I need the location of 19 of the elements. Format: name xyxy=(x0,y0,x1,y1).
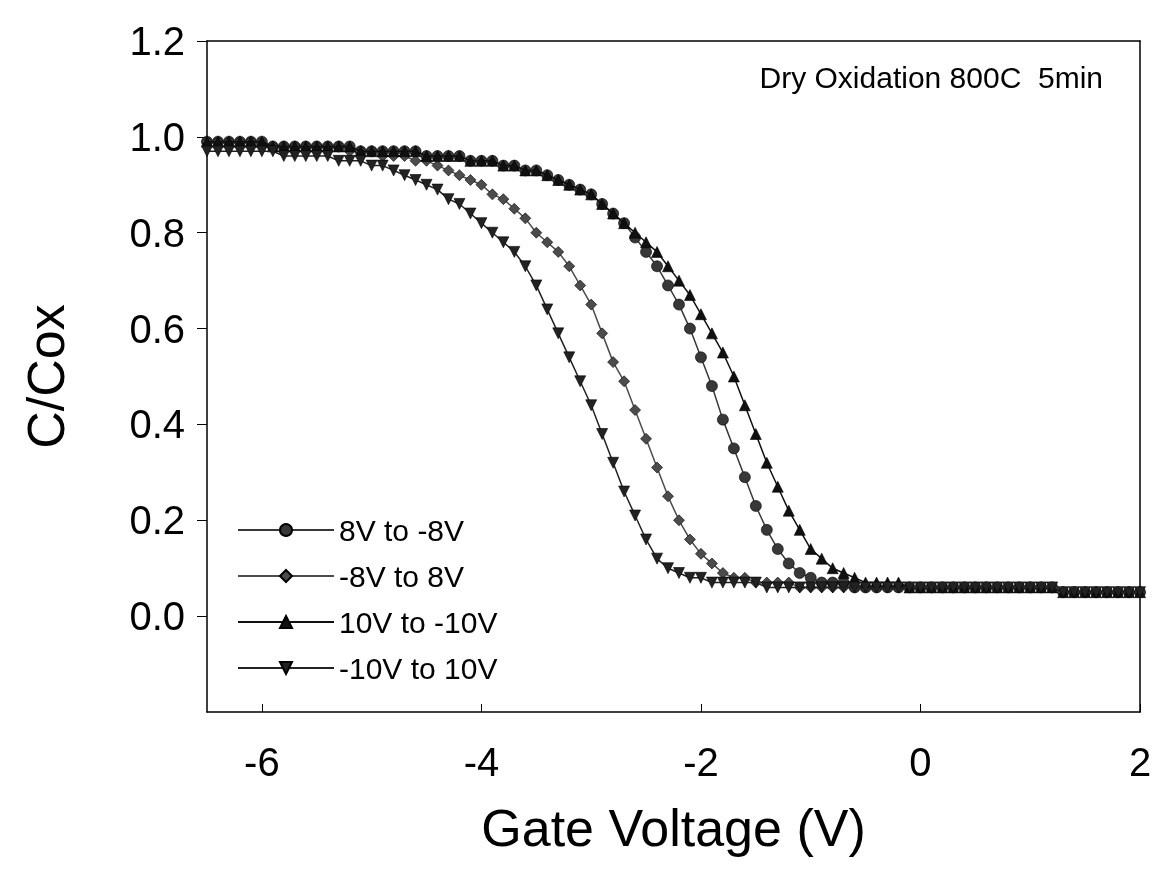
y-tick-label: 0.6 xyxy=(129,306,185,351)
legend-label: 10V to -10V xyxy=(339,605,498,639)
x-tick-label: -2 xyxy=(683,740,719,784)
y-tick-label: 1.2 xyxy=(129,19,185,63)
x-tick-label: -6 xyxy=(244,740,280,784)
legend-label: 8V to -8V xyxy=(339,513,465,547)
y-axis-title: C/Cox xyxy=(17,304,75,449)
x-axis-title: Gate Voltage (V) xyxy=(481,799,866,857)
y-tick-label: 0.8 xyxy=(129,210,185,255)
y-tick-label: 0.4 xyxy=(129,402,185,447)
y-tick-label: 0.2 xyxy=(129,498,185,543)
x-tick-label: 0 xyxy=(909,740,932,784)
y-tick-label: 1.0 xyxy=(129,114,185,159)
x-tick-label: -4 xyxy=(463,740,500,784)
y-tick-label: 0.0 xyxy=(129,594,185,639)
legend-label: -10V to 10V xyxy=(339,651,498,685)
annotation: Dry Oxidation 800C 5min xyxy=(759,60,1104,94)
legend-label: -8V to 8V xyxy=(339,559,465,593)
x-tick-label: 2 xyxy=(1128,740,1152,784)
